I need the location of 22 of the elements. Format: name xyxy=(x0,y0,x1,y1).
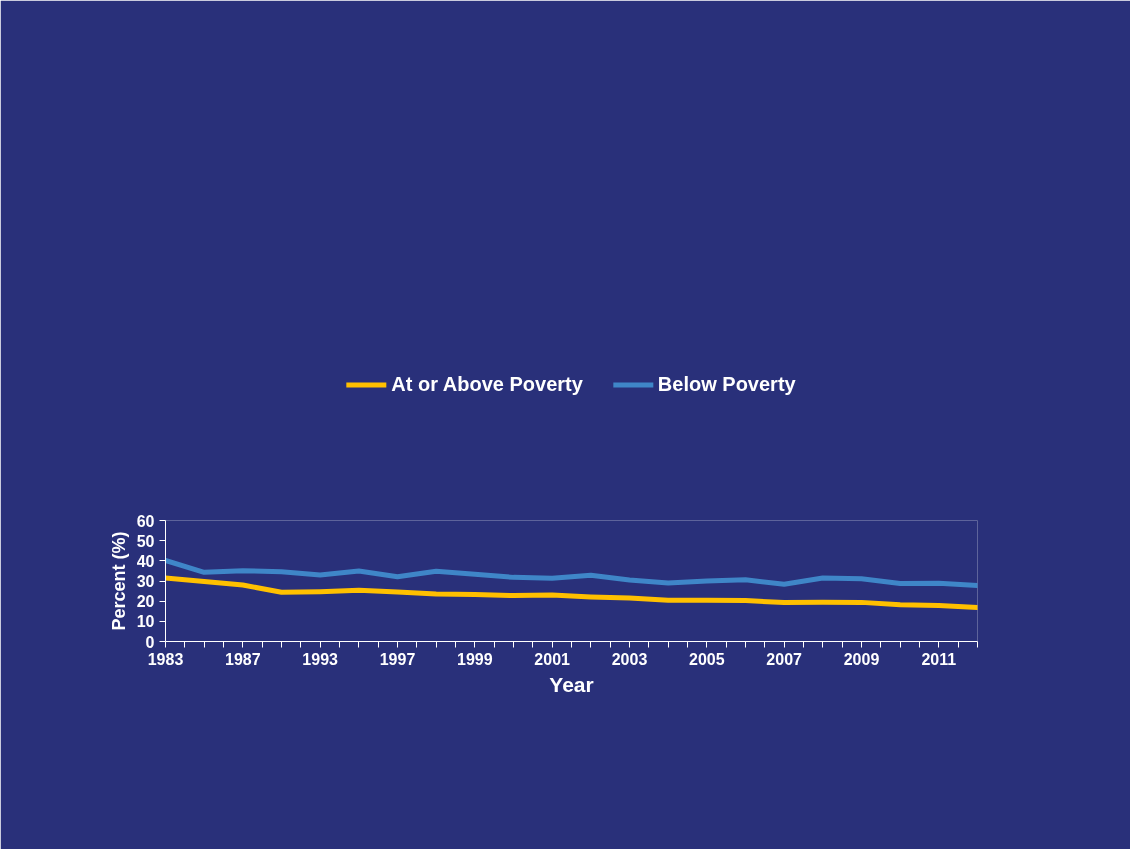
y-tick-label: 50 xyxy=(136,532,155,550)
x-tick-label: 1987 xyxy=(225,650,261,668)
x-tick-label: 2011 xyxy=(921,650,957,668)
x-tick-label: 2001 xyxy=(534,650,571,668)
y-tick-label: 30 xyxy=(136,573,155,590)
x-tick-label: 2003 xyxy=(611,650,648,668)
y-tick-label: 20 xyxy=(136,593,155,611)
x-tick-label: 1999 xyxy=(457,650,493,668)
legend-label: At or Above Poverty xyxy=(391,372,583,396)
x-tick-label: 1983 xyxy=(147,650,184,668)
x-tick-label: 1993 xyxy=(302,650,339,668)
x-axis-title: Year xyxy=(549,672,594,696)
y-tick-label: 40 xyxy=(136,552,155,570)
x-tick-label: 2007 xyxy=(766,650,803,668)
y-tick-label: 10 xyxy=(136,613,155,631)
x-tick-label: 2005 xyxy=(689,650,725,668)
y-tick-label: 0 xyxy=(145,633,155,651)
x-tick-label: 1997 xyxy=(379,650,416,668)
x-tick-label: 2009 xyxy=(843,650,880,668)
y-tick-label: 60 xyxy=(136,512,155,530)
legend-label: Below Poverty xyxy=(657,372,796,396)
y-axis-title: Percent (%) xyxy=(108,531,129,631)
